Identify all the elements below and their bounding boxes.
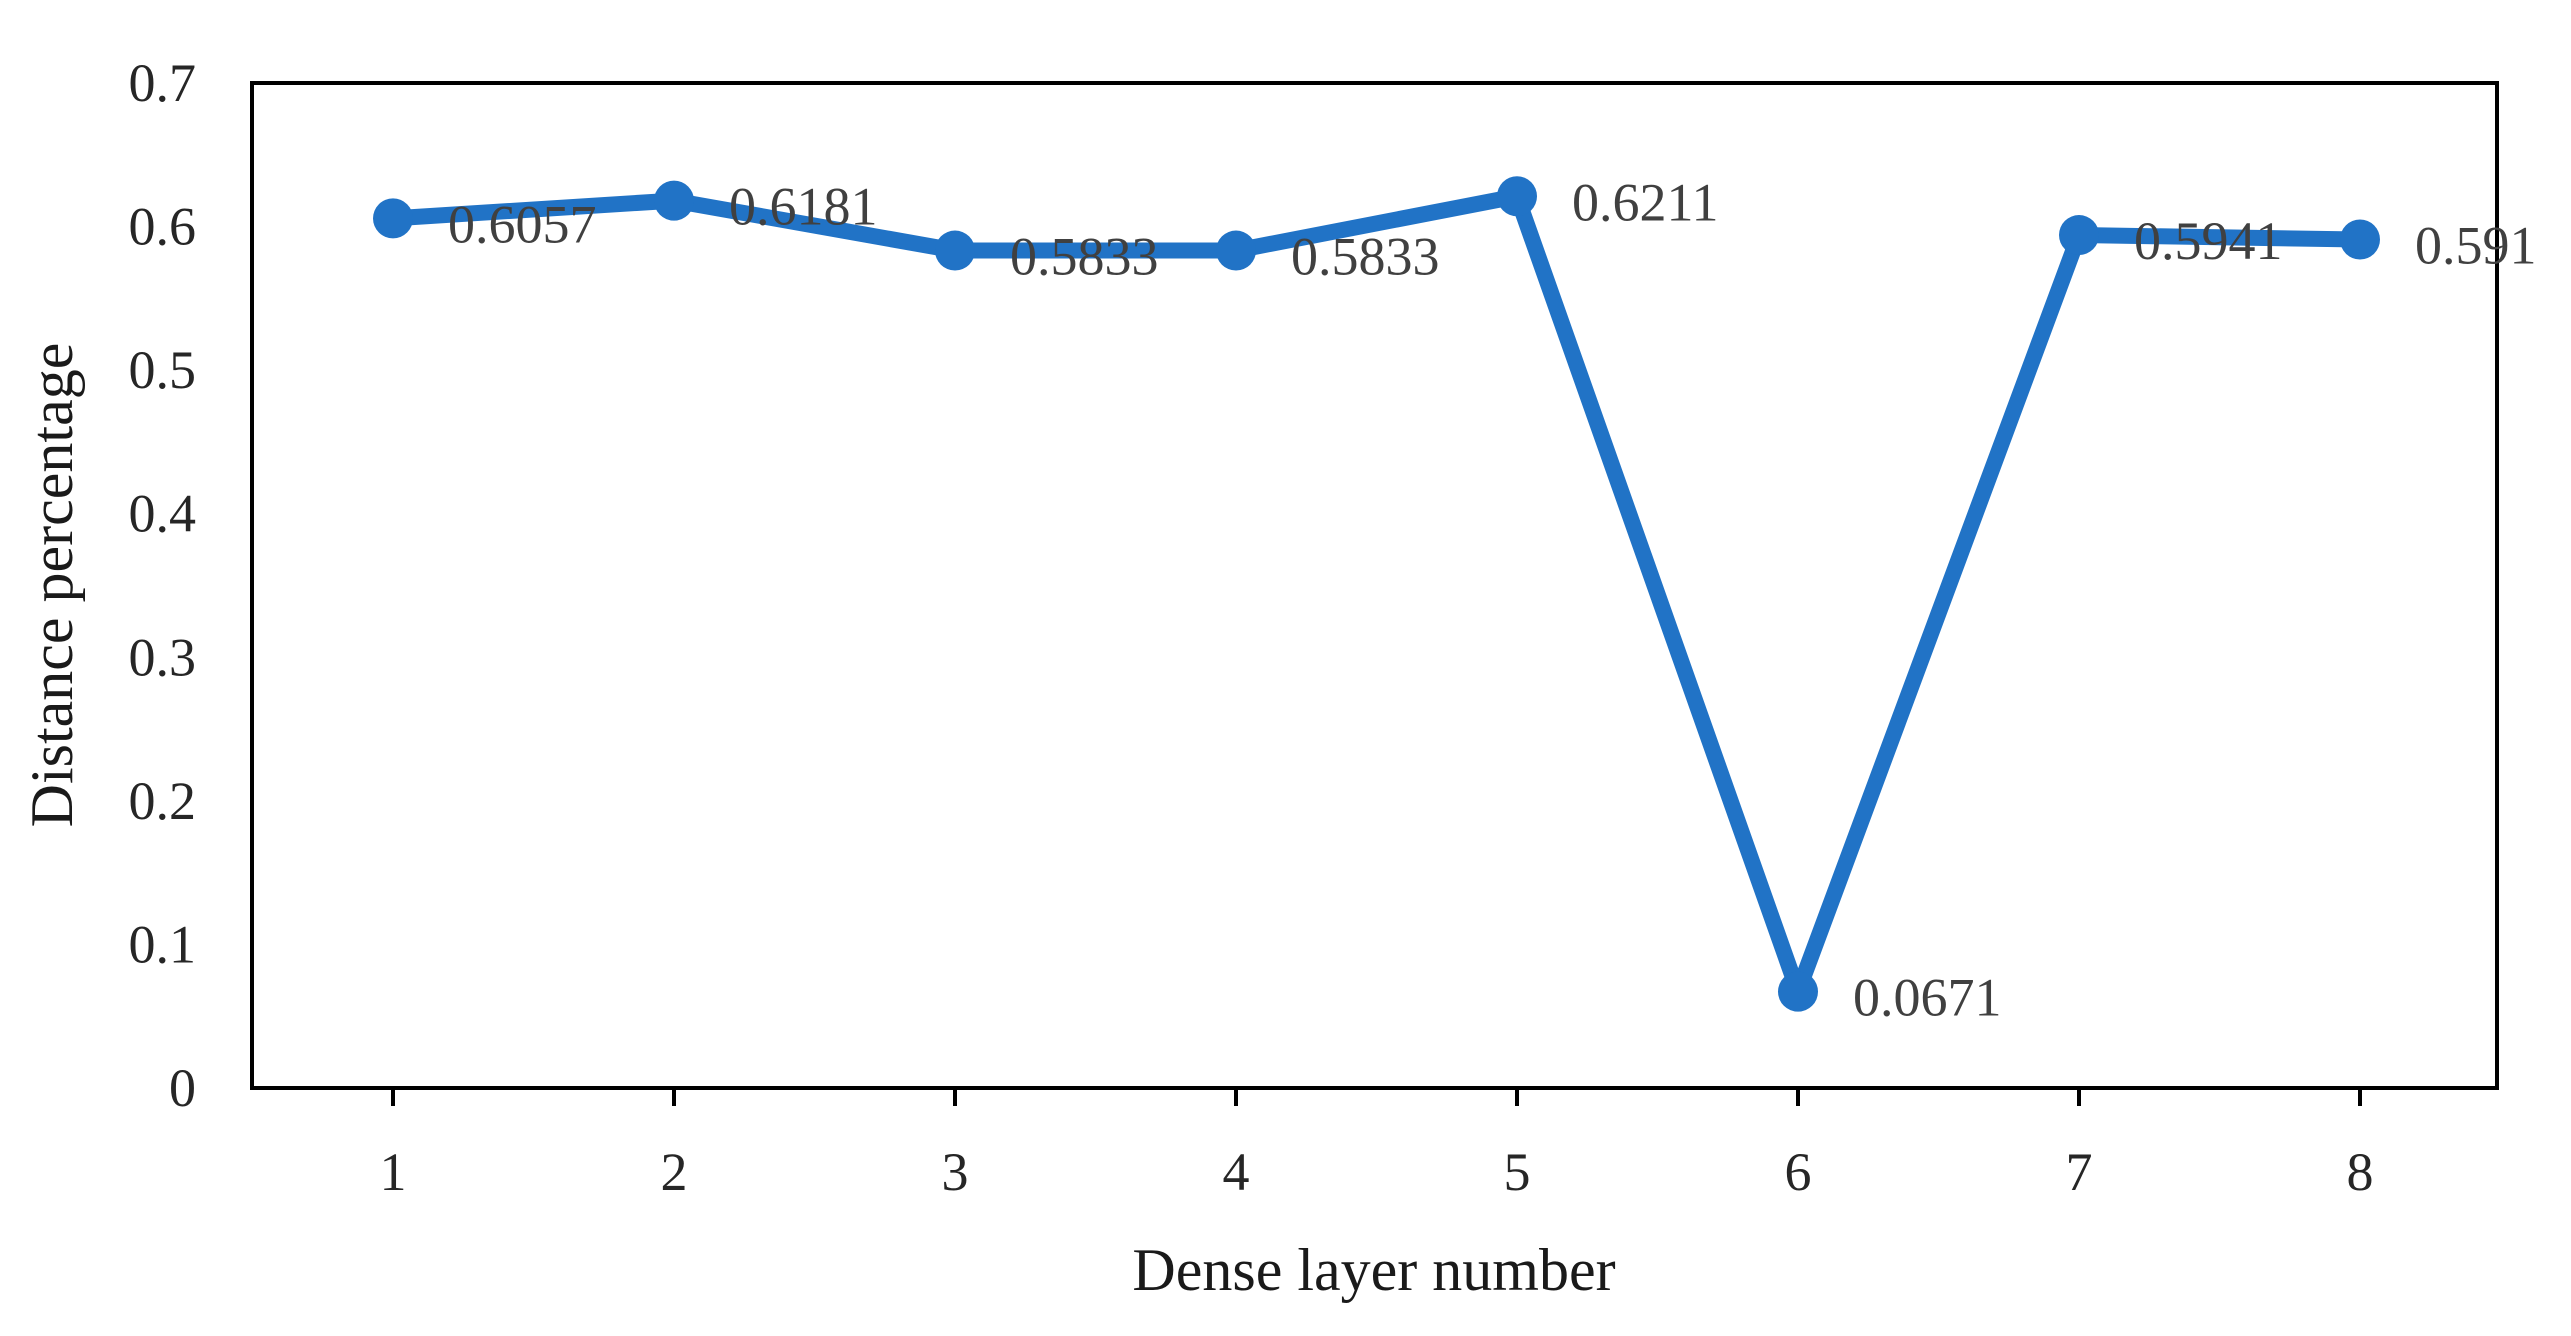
x-tick-label: 6 (1785, 1142, 1812, 1202)
data-label: 0.6211 (1572, 172, 1719, 232)
plot-frame (250, 81, 2499, 1090)
y-tick-label: 0.7 (129, 53, 197, 113)
x-tick-label: 2 (661, 1142, 688, 1202)
x-tick-label: 4 (1223, 1142, 1250, 1202)
y-tick-label: 0.5 (129, 340, 197, 400)
series-line (385, 188, 2368, 1000)
y-tick-label: 0.6 (129, 197, 197, 257)
data-label: 0.5833 (1010, 227, 1159, 287)
data-point (1778, 971, 1818, 1012)
data-label: 0.5833 (1291, 227, 1440, 287)
data-point (654, 180, 694, 221)
data-label: 0.591 (2415, 215, 2537, 275)
data-label: 0.0671 (1853, 968, 2002, 1028)
x-axis-title: Dense layer number (1132, 1237, 1615, 1303)
y-tick-label: 0.3 (129, 627, 197, 687)
y-tick-label: 0.1 (129, 914, 197, 974)
x-tick-label: 7 (2066, 1142, 2093, 1202)
data-point (1497, 176, 1537, 217)
data-labels: 0.6057 0.6181 0.5833 0.5833 0.6211 0.0671 0.59… (448, 172, 2537, 1027)
x-tick-label: 8 (2347, 1142, 2374, 1202)
y-tick-label: 0 (169, 1058, 196, 1118)
x-axis-ticks (391, 1088, 2362, 1106)
data-point (373, 198, 413, 239)
data-point (935, 230, 975, 271)
y-axis-title: Distance percentage (19, 343, 85, 828)
x-tick-label: 3 (942, 1142, 969, 1202)
data-point (2059, 215, 2099, 256)
data-point (1216, 230, 1256, 271)
data-point (2340, 219, 2380, 260)
data-label: 0.5941 (2134, 211, 2283, 271)
data-points (373, 176, 2380, 1012)
y-tick-label: 0.4 (129, 484, 197, 544)
x-tick-label: 1 (380, 1142, 407, 1202)
x-axis-tick-labels: 1 2 3 4 5 6 7 8 (380, 1142, 2374, 1202)
y-axis-tick-labels: 0 0.1 0.2 0.3 0.4 0.5 0.6 0.7 (129, 53, 197, 1118)
data-label: 0.6057 (448, 194, 597, 254)
y-tick-label: 0.2 (129, 771, 197, 831)
x-tick-label: 5 (1504, 1142, 1531, 1202)
data-label: 0.6181 (729, 177, 878, 237)
